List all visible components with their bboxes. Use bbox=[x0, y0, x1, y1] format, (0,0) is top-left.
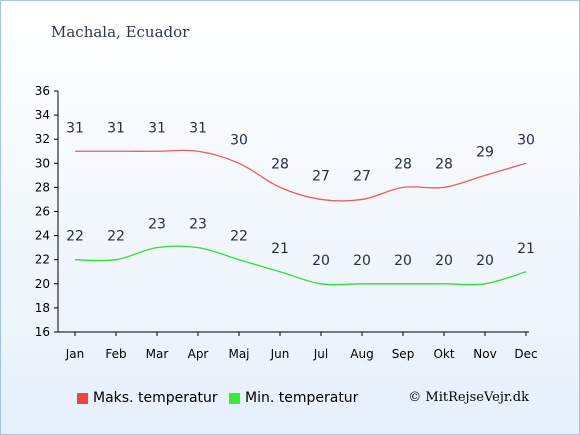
min-temperature-data-label: 23 bbox=[189, 217, 207, 233]
copyright-text: © MitRejseVejr.dk bbox=[408, 390, 529, 405]
max-temperature-data-label: 31 bbox=[189, 120, 207, 136]
x-tick-label: Sep bbox=[392, 347, 415, 361]
axes: 16 18 20 22 24 26 28 30 32 34 36 Jan Feb Mar Apr Maj Jun… bbox=[35, 84, 538, 361]
x-tick-label: Aug bbox=[350, 347, 373, 361]
max-temperature-data-label: 31 bbox=[107, 120, 125, 136]
value-labels: 31 31 31 31 30 28 27 27 28 28 29 30 22 22 23 23 22 21 20 20… bbox=[66, 120, 535, 269]
y-tick-label: 34 bbox=[35, 108, 50, 122]
x-tick-label: Maj bbox=[228, 347, 249, 361]
min-temperature-data-label: 23 bbox=[148, 217, 166, 233]
max-temperature-data-label: 30 bbox=[517, 132, 535, 148]
min-temperature-data-label: 20 bbox=[476, 253, 494, 269]
min-temperature-data-label: 20 bbox=[353, 253, 371, 269]
temperature-chart: 16 18 20 22 24 26 28 30 32 34 36 Jan Feb Mar Apr Maj Jun… bbox=[35, 84, 538, 361]
x-tick-label: Feb bbox=[105, 347, 126, 361]
chart-title: Machala, Ecuador bbox=[51, 23, 190, 41]
legend-label-min: Min. temperatur bbox=[245, 390, 359, 406]
min-temperature-data-label: 21 bbox=[517, 241, 535, 257]
y-tick-label: 18 bbox=[35, 301, 50, 315]
min-temperature-line bbox=[74, 245, 527, 286]
y-tick-label: 28 bbox=[35, 180, 50, 194]
min-temperature-data-label: 22 bbox=[107, 229, 125, 245]
y-tick-label: 24 bbox=[35, 229, 50, 243]
max-temperature-data-label: 28 bbox=[394, 156, 412, 172]
legend-swatch-max bbox=[77, 392, 88, 404]
max-temperature-data-label: 30 bbox=[230, 132, 248, 148]
legend-label-max: Maks. temperatur bbox=[93, 390, 218, 406]
x-tick-label: Jun bbox=[270, 347, 290, 361]
max-temperature-data-label: 31 bbox=[148, 120, 166, 136]
min-temperature-data-label: 22 bbox=[230, 229, 248, 245]
max-temperature-data-label: 28 bbox=[271, 156, 289, 172]
y-tick-label: 16 bbox=[35, 325, 50, 339]
x-tick-label: Dec bbox=[514, 347, 537, 361]
min-temperature-data-label: 20 bbox=[394, 253, 412, 269]
max-temperature-line bbox=[74, 149, 527, 202]
x-tick-label: Apr bbox=[188, 347, 209, 361]
y-tick-label: 26 bbox=[35, 205, 50, 219]
x-tick-label: Jul bbox=[313, 347, 328, 361]
series-lines bbox=[74, 149, 527, 286]
max-temperature-data-label: 27 bbox=[353, 168, 371, 184]
max-temperature-data-label: 27 bbox=[312, 168, 330, 184]
y-tick-label: 32 bbox=[35, 132, 50, 146]
min-temperature-data-label: 21 bbox=[271, 241, 289, 257]
min-temperature-data-label: 20 bbox=[435, 253, 453, 269]
y-tick-label: 22 bbox=[35, 253, 50, 267]
x-tick-label: Mar bbox=[146, 347, 169, 361]
x-tick-label: Nov bbox=[473, 347, 496, 361]
legend-swatch-min bbox=[229, 392, 240, 404]
y-tick-label: 30 bbox=[35, 156, 50, 170]
x-tick-label: Jan bbox=[65, 347, 85, 361]
y-tick-label: 20 bbox=[35, 277, 50, 291]
max-temperature-data-label: 28 bbox=[435, 156, 453, 172]
x-tick-label: Okt bbox=[433, 347, 454, 361]
min-temperature-data-label: 20 bbox=[312, 253, 330, 269]
min-temperature-data-label: 22 bbox=[66, 229, 84, 245]
legend: Maks. temperatur Min. temperatur bbox=[77, 390, 537, 410]
legend-item-min: Min. temperatur bbox=[229, 390, 358, 406]
max-temperature-data-label: 29 bbox=[476, 144, 494, 160]
legend-item-max: Maks. temperatur bbox=[77, 390, 218, 406]
y-tick-label: 36 bbox=[35, 84, 50, 98]
max-temperature-data-label: 31 bbox=[66, 120, 84, 136]
